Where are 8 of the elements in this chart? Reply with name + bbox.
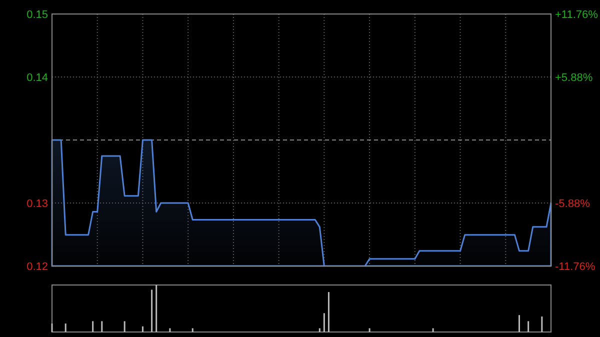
y-tick-label: 0.14 [26,72,48,84]
y2-tick-label: -11.76% [555,260,596,273]
y2-tick-label: -5.88% [555,198,590,210]
y2-tick-label: +5.88% [555,72,593,84]
y-tick-label: 0.13 [26,198,48,210]
y-tick-label: 0.15 [26,8,48,21]
y2-tick-label: +11.76% [555,8,598,21]
y-tick-label: 0.12 [26,260,48,273]
